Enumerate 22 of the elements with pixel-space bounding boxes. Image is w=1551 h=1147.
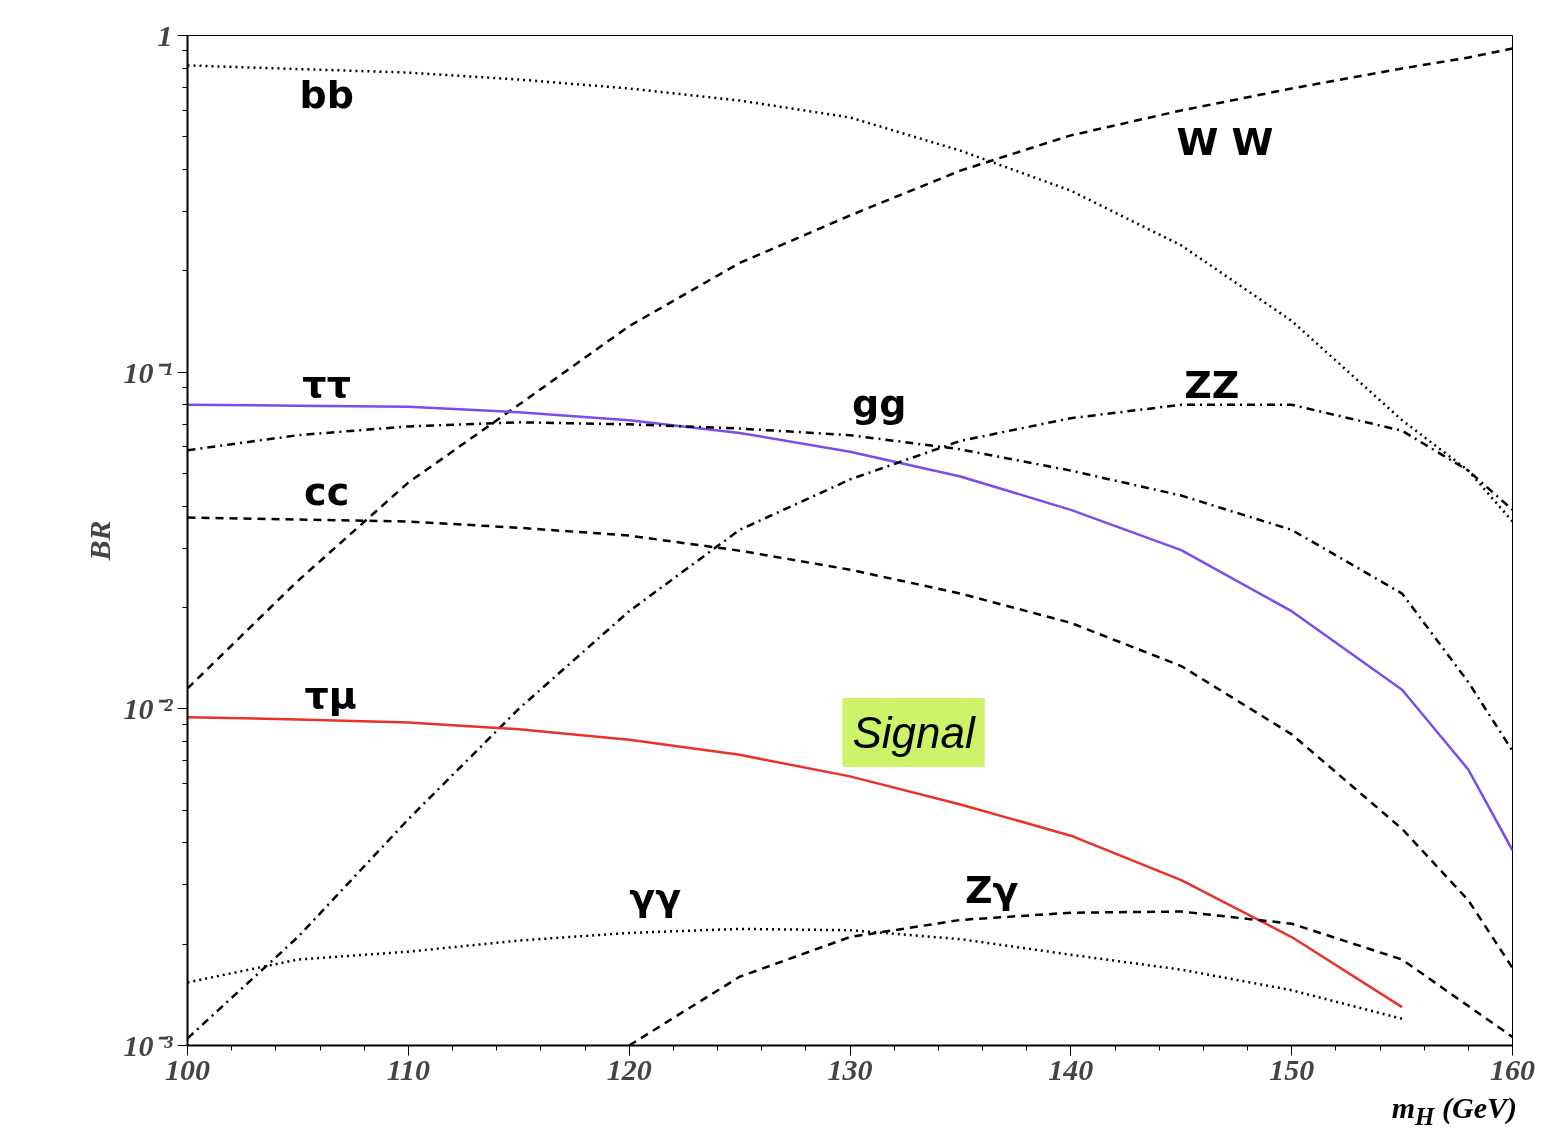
line-series <box>187 716 1404 1009</box>
x-tick-label: 140 <box>1048 1052 1094 1086</box>
annotation: Signal <box>852 707 976 757</box>
series-label: ZZ <box>1184 362 1240 407</box>
series-label: cc <box>304 470 350 515</box>
x-tick-label: 120 <box>606 1052 652 1086</box>
x-tick-label: 160 <box>1490 1052 1535 1086</box>
series-label: W W <box>1176 119 1274 164</box>
series-label: gg <box>851 381 907 426</box>
y-axis-title: BR <box>82 520 116 562</box>
x-tick-label: 150 <box>1269 1052 1315 1086</box>
y-tick-label: 1 <box>157 19 173 52</box>
y-tick-label: 10⁻² <box>123 692 174 726</box>
series-label: ττ <box>302 361 351 406</box>
series-label: Zγ <box>965 867 1019 912</box>
x-tick-label: 130 <box>827 1052 873 1086</box>
series-label: bb <box>299 72 354 117</box>
x-tick-label: 110 <box>386 1052 431 1086</box>
y-tick-label: 10⁻¹ <box>123 355 173 389</box>
series-label: τμ <box>304 673 357 718</box>
series-label: γγ <box>629 874 682 919</box>
x-axis-title: m$_{H}$ (GeV) <box>1391 1090 1517 1132</box>
